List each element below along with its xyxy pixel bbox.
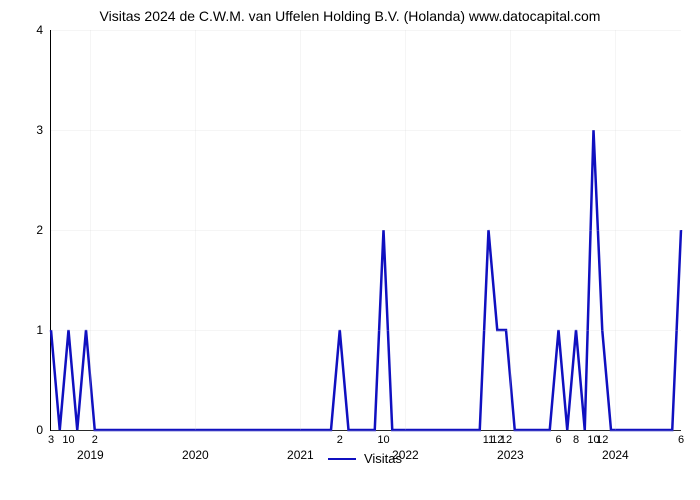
y-tick-label: 2 (36, 223, 43, 237)
x-tick-label: 3 (48, 434, 54, 446)
gridline-h (51, 30, 681, 31)
gridline-v (195, 30, 196, 430)
chart-title: Visitas 2024 de C.W.M. van Uffelen Holdi… (0, 8, 700, 24)
x-tick-label: 10 (377, 434, 389, 446)
gridline-h (51, 330, 681, 331)
x-tick-label: 10 (62, 434, 74, 446)
y-tick-label: 0 (36, 423, 43, 437)
x-tick-label: 8 (573, 434, 579, 446)
x-tick-label: 6 (678, 434, 684, 446)
x-tick-label: 12 (596, 434, 608, 446)
legend: Visitas (50, 450, 680, 466)
x-tick-label: 2 (337, 434, 343, 446)
gridline-v (300, 30, 301, 430)
gridline-v (510, 30, 511, 430)
x-tick-label: 12 (500, 434, 512, 446)
y-tick-label: 4 (36, 23, 43, 37)
gridline-v (615, 30, 616, 430)
gridline-v (90, 30, 91, 430)
gridline-h (51, 430, 681, 431)
y-tick-label: 3 (36, 123, 43, 137)
visits-chart: Visitas 2024 de C.W.M. van Uffelen Holdi… (0, 0, 700, 500)
gridline-h (51, 230, 681, 231)
plot-area: 0123420192020202120222023202431022101112… (50, 30, 681, 431)
x-tick-label: 6 (555, 434, 561, 446)
legend-label: Visitas (364, 451, 402, 466)
gridline-v (405, 30, 406, 430)
y-tick-label: 1 (36, 323, 43, 337)
gridline-h (51, 130, 681, 131)
x-tick-label: 2 (92, 434, 98, 446)
legend-swatch (328, 458, 356, 460)
